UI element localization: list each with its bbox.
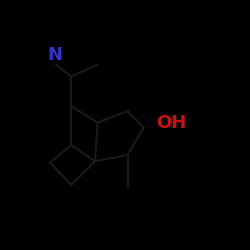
Text: N: N: [47, 46, 62, 64]
Text: OH: OH: [156, 114, 186, 132]
